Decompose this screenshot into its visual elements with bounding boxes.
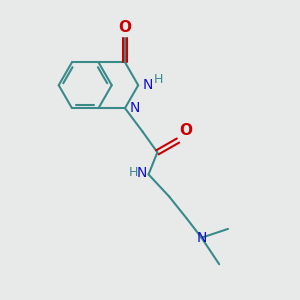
Text: N: N [196,231,207,245]
Text: N: N [142,78,153,92]
Text: O: O [179,123,192,138]
Text: N: N [137,166,147,180]
Text: N: N [129,101,140,115]
Text: H: H [154,74,163,86]
Text: H: H [129,167,138,179]
Text: O: O [118,20,131,35]
